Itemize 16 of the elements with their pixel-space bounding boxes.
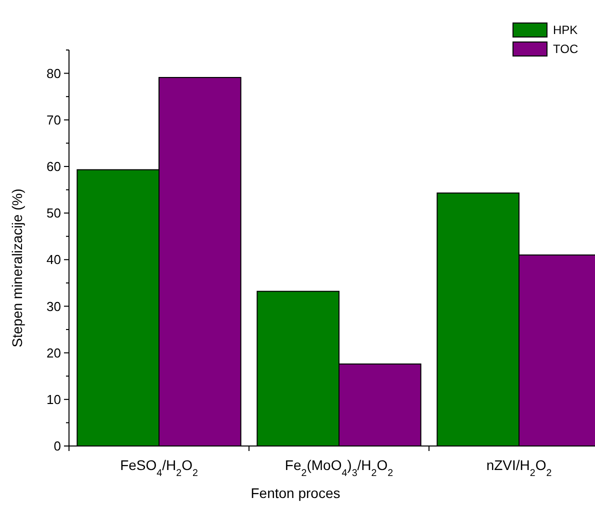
y-tick-label: 10 bbox=[46, 392, 61, 407]
x-axis-title: Fenton proces bbox=[250, 485, 340, 501]
y-tick-label: 40 bbox=[46, 252, 61, 268]
y-axis-title: Stepen mineralizacije (%) bbox=[9, 188, 25, 348]
y-tick-label: 50 bbox=[46, 206, 61, 221]
y-tick-label: 60 bbox=[46, 159, 61, 174]
y-tick-label: 0 bbox=[54, 438, 61, 454]
x-tick-label: FeSO$_{4}$/H$_{2}$O$_{2}$ bbox=[120, 457, 198, 478]
y-tick-label: 70 bbox=[46, 112, 61, 128]
legend-label: HPK bbox=[553, 23, 578, 38]
legend-label: TOC bbox=[553, 42, 578, 56]
y-tick-label: 80 bbox=[46, 66, 61, 81]
y-tick-label: 30 bbox=[46, 298, 61, 314]
y-tick-label: 20 bbox=[46, 345, 61, 360]
x-tick-label: nZVI/H$_{2}$O$_{2}$ bbox=[486, 457, 552, 478]
category-label: Fe$_{2}$(MoO$_{4}$)$_{3}$/H$_{2}$O$_{2}$ bbox=[284, 457, 394, 478]
